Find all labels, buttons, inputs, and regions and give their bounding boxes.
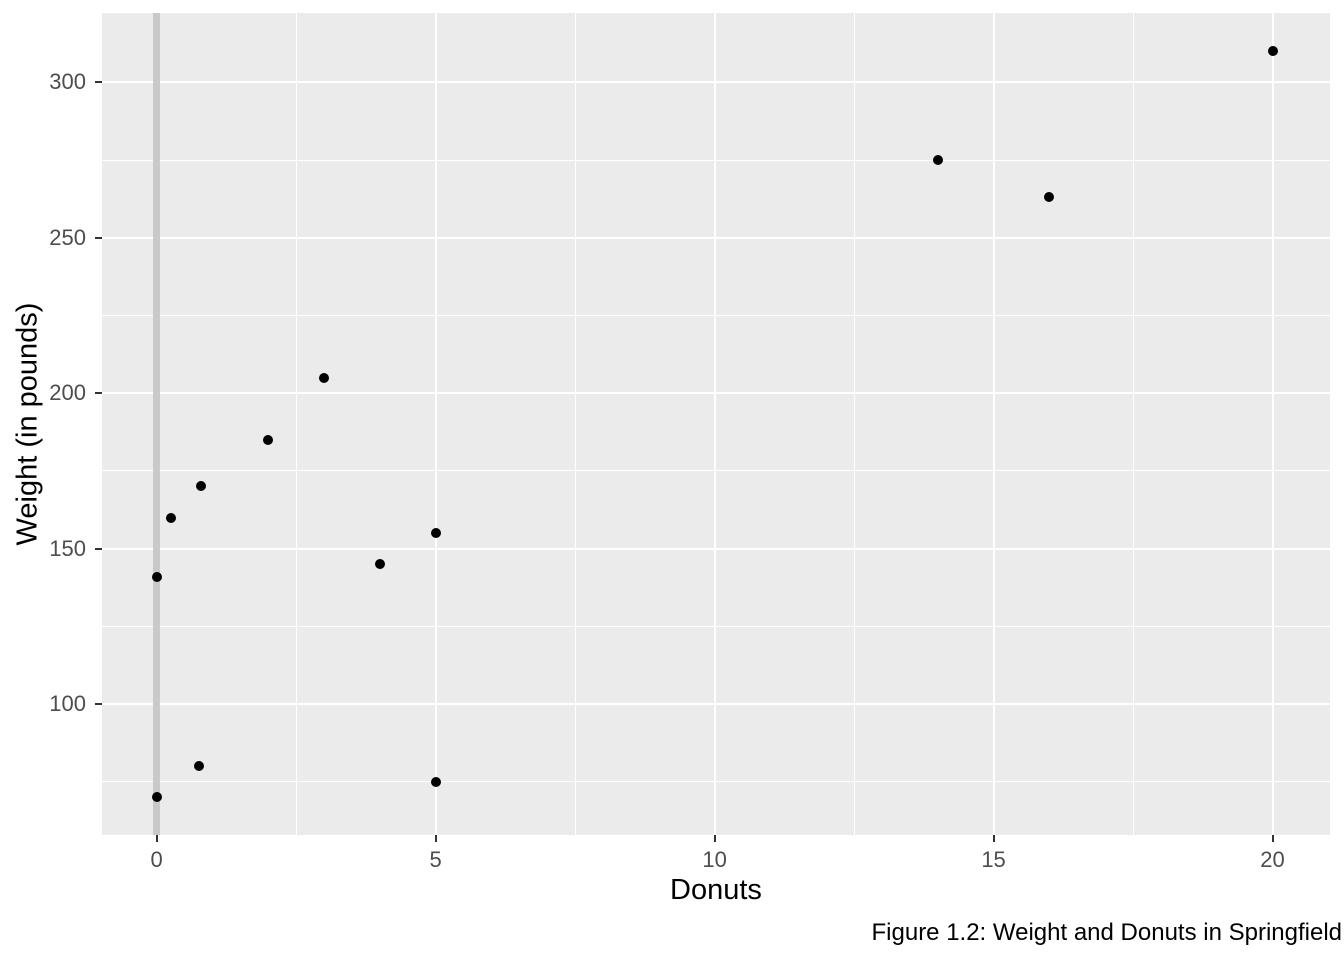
- x-axis-tick-mark: [434, 835, 437, 842]
- data-point: [263, 434, 274, 445]
- y-axis-title: Weight (in pounds): [11, 302, 44, 546]
- data-point: [151, 792, 162, 803]
- gridline-major-horizontal: [102, 703, 1330, 706]
- gridline-minor-vertical: [853, 13, 855, 835]
- gridline-minor-vertical: [1132, 13, 1134, 835]
- gridline-minor-horizontal: [102, 314, 1330, 316]
- x-axis-tick-label: 15: [981, 847, 1006, 872]
- data-point: [165, 512, 176, 523]
- gridline-major-vertical: [1271, 13, 1274, 835]
- gridline-major-horizontal: [102, 547, 1330, 550]
- data-point: [1267, 46, 1278, 57]
- data-point: [193, 761, 204, 772]
- data-point: [932, 155, 943, 166]
- gridline-major-horizontal: [102, 392, 1330, 395]
- plot-panel: [102, 13, 1330, 835]
- gridline-minor-horizontal: [102, 159, 1330, 161]
- gridline-major-vertical: [992, 13, 995, 835]
- y-axis-tick-mark: [95, 236, 102, 239]
- gridline-major-vertical: [713, 13, 716, 835]
- y-axis-tick-label: 300: [49, 69, 86, 95]
- y-axis-tick-label: 100: [49, 691, 86, 717]
- data-point: [151, 571, 162, 582]
- x-axis-tick-label: 0: [150, 847, 163, 872]
- gridline-minor-vertical: [295, 13, 297, 835]
- x-axis-tick-mark: [713, 835, 716, 842]
- figure-caption: Figure 1.2: Weight and Donuts in Springf…: [871, 919, 1343, 946]
- y-axis-tick-mark: [95, 703, 102, 706]
- x-axis-tick-mark: [155, 835, 158, 842]
- data-point: [1044, 192, 1055, 203]
- x-axis-tick-label: 5: [429, 847, 442, 872]
- gridline-major-horizontal: [102, 236, 1330, 239]
- gridline-minor-horizontal: [102, 625, 1330, 627]
- gridline-major-horizontal: [102, 81, 1330, 84]
- zero-reference-line: [153, 13, 161, 835]
- x-axis-tick-label: 10: [702, 847, 727, 872]
- data-point: [196, 481, 207, 492]
- x-axis-tick-mark: [1271, 835, 1274, 842]
- y-axis-tick-mark: [95, 392, 102, 395]
- y-axis-tick-mark: [95, 81, 102, 84]
- data-point: [430, 528, 441, 539]
- y-axis-tick-label: 200: [49, 380, 86, 406]
- x-axis-tick-label: 20: [1260, 847, 1285, 872]
- x-axis-tick-mark: [992, 835, 995, 842]
- data-point: [319, 372, 330, 383]
- data-point: [430, 776, 441, 787]
- gridline-minor-horizontal: [102, 470, 1330, 472]
- gridline-minor-horizontal: [102, 781, 1330, 783]
- y-axis-tick-mark: [95, 547, 102, 550]
- y-axis-tick-label: 250: [49, 224, 86, 250]
- data-point: [374, 559, 385, 570]
- gridline-major-vertical: [434, 13, 437, 835]
- gridline-minor-vertical: [574, 13, 576, 835]
- x-axis-title: Donuts: [670, 874, 762, 906]
- y-axis-tick-label: 150: [49, 535, 86, 561]
